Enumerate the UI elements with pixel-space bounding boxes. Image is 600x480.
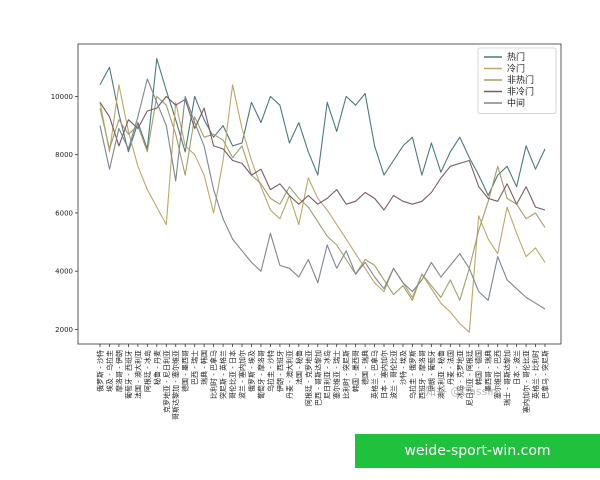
series-line-1 (99, 84, 546, 333)
x-category-label: 德国 - 墨西哥 (181, 350, 190, 392)
x-category-label: 塞内加尔 - 哥伦比亚 (522, 350, 531, 413)
x-category-label: 波兰 - 哥伦比亚 (389, 350, 398, 399)
x-category-label: 俄罗斯 - 埃及 (247, 350, 256, 392)
x-category-label: 日本 - 塞内加尔 (380, 350, 389, 399)
legend-box (477, 47, 557, 114)
x-category-label: 英格兰 - 比利时 (531, 350, 540, 399)
plot-area-frame (77, 43, 562, 345)
x-category-label: 比利时 - 巴拿马 (209, 350, 218, 399)
series-line-0 (99, 58, 546, 197)
x-category-label: 克罗地亚 - 尼日利亚 (162, 350, 171, 413)
x-category-label: 秘鲁 - 丹麦 (152, 350, 161, 385)
x-category-label: 韩国 - 墨西哥 (351, 350, 360, 392)
legend-label: 冷门 (507, 63, 525, 75)
series-line-2 (99, 95, 546, 301)
x-category-label: 澳大利亚 - 秘鲁 (436, 350, 445, 399)
x-category-label: 摩洛哥 - 伊朗 (114, 350, 123, 392)
x-category-label: 俄罗斯 - 沙特 (96, 350, 105, 392)
x-category-label: 葡萄牙 - 摩洛哥 (256, 350, 265, 399)
x-category-label: 瑞典 - 韩国 (200, 350, 209, 385)
x-category-label: 英格兰 - 巴拿马 (370, 350, 379, 399)
x-category-label: 墨西哥 - 瑞典 (484, 350, 493, 392)
watermark-text: 知乎 @Cassin (425, 385, 498, 398)
y-tick-label: 2000 (55, 326, 73, 334)
x-category-label: 葡萄牙 - 西班牙 (124, 350, 133, 399)
x-category-label: 巴西 - 瑞士 (190, 350, 199, 385)
x-category-label: 阿根廷 - 克罗地亚 (304, 350, 313, 406)
x-category-label: 法国 - 澳大利亚 (133, 350, 142, 399)
x-category-label: 法国 - 秘鲁 (294, 350, 303, 385)
x-category-label: 伊朗 - 西班牙 (275, 350, 284, 392)
y-tick-label: 10000 (51, 93, 73, 101)
x-category-label: 西班牙 - 摩洛哥 (417, 350, 426, 399)
legend-label: 中间 (507, 97, 525, 109)
series-line-3 (99, 95, 546, 211)
x-category-label: 比利时 - 突尼斯 (342, 350, 351, 399)
x-category-label: 阿根廷 - 冰岛 (143, 350, 152, 392)
x-category-label: 伊朗 - 葡萄牙 (427, 350, 436, 392)
y-axis: 2000 4000 6000 8000 10000 (51, 93, 78, 334)
x-category-label: 尼日利亚 - 冰岛 (323, 350, 332, 399)
x-axis: 俄罗斯 - 沙特 埃及 - 乌拉圭 摩洛哥 - 伊朗 葡萄牙 - 西班牙 法国 - 澳大… (96, 344, 550, 420)
y-tick-label: 6000 (55, 209, 73, 217)
x-category-label: 塞尔维亚 - 瑞士 (332, 350, 341, 399)
y-tick-label: 8000 (55, 151, 73, 159)
x-category-label: 日本 - 波兰 (512, 350, 521, 385)
x-category-label: 瑞士 - 哥斯达黎加 (503, 350, 512, 406)
x-category-label: 巴西 - 哥斯达黎加 (313, 350, 322, 406)
legend-label: 非冷门 (507, 86, 534, 98)
x-category-label: 巴拿马 - 突尼斯 (541, 350, 550, 399)
x-category-label: 德国 - 瑞典 (361, 350, 370, 385)
series-layer (99, 58, 546, 333)
y-tick-label: 4000 (55, 268, 73, 276)
x-category-label: 沙特 - 埃及 (398, 350, 407, 385)
series-line-4 (99, 78, 546, 310)
x-category-label: 哥斯达黎加 - 塞尔维亚 (171, 350, 180, 420)
x-category-label: 尼日利亚 - 阿根廷 (465, 350, 474, 406)
x-category-label: 哥伦比亚 - 日本 (228, 350, 237, 399)
legend-label: 非热门 (507, 74, 534, 86)
x-category-label: 丹麦 - 澳大利亚 (285, 350, 294, 399)
x-category-label: 乌拉圭 - 俄罗斯 (408, 350, 417, 399)
x-category-label: 塞尔维亚 - 巴西 (493, 350, 502, 399)
x-category-label: 韩国 - 德国 (474, 350, 483, 385)
x-category-label: 波兰 - 塞内加尔 (238, 350, 247, 399)
site-banner[interactable]: weide-sport-win.com (355, 434, 600, 468)
x-category-label: 突尼斯 - 英格兰 (219, 350, 228, 399)
x-category-label: 丹麦 - 法国 (446, 350, 455, 385)
x-category-label: 冰岛 - 克罗地亚 (455, 350, 464, 399)
x-category-label: 乌拉圭 - 沙特 (266, 350, 275, 392)
x-category-label: 埃及 - 乌拉圭 (105, 350, 114, 392)
legend-label: 热门 (507, 51, 525, 63)
